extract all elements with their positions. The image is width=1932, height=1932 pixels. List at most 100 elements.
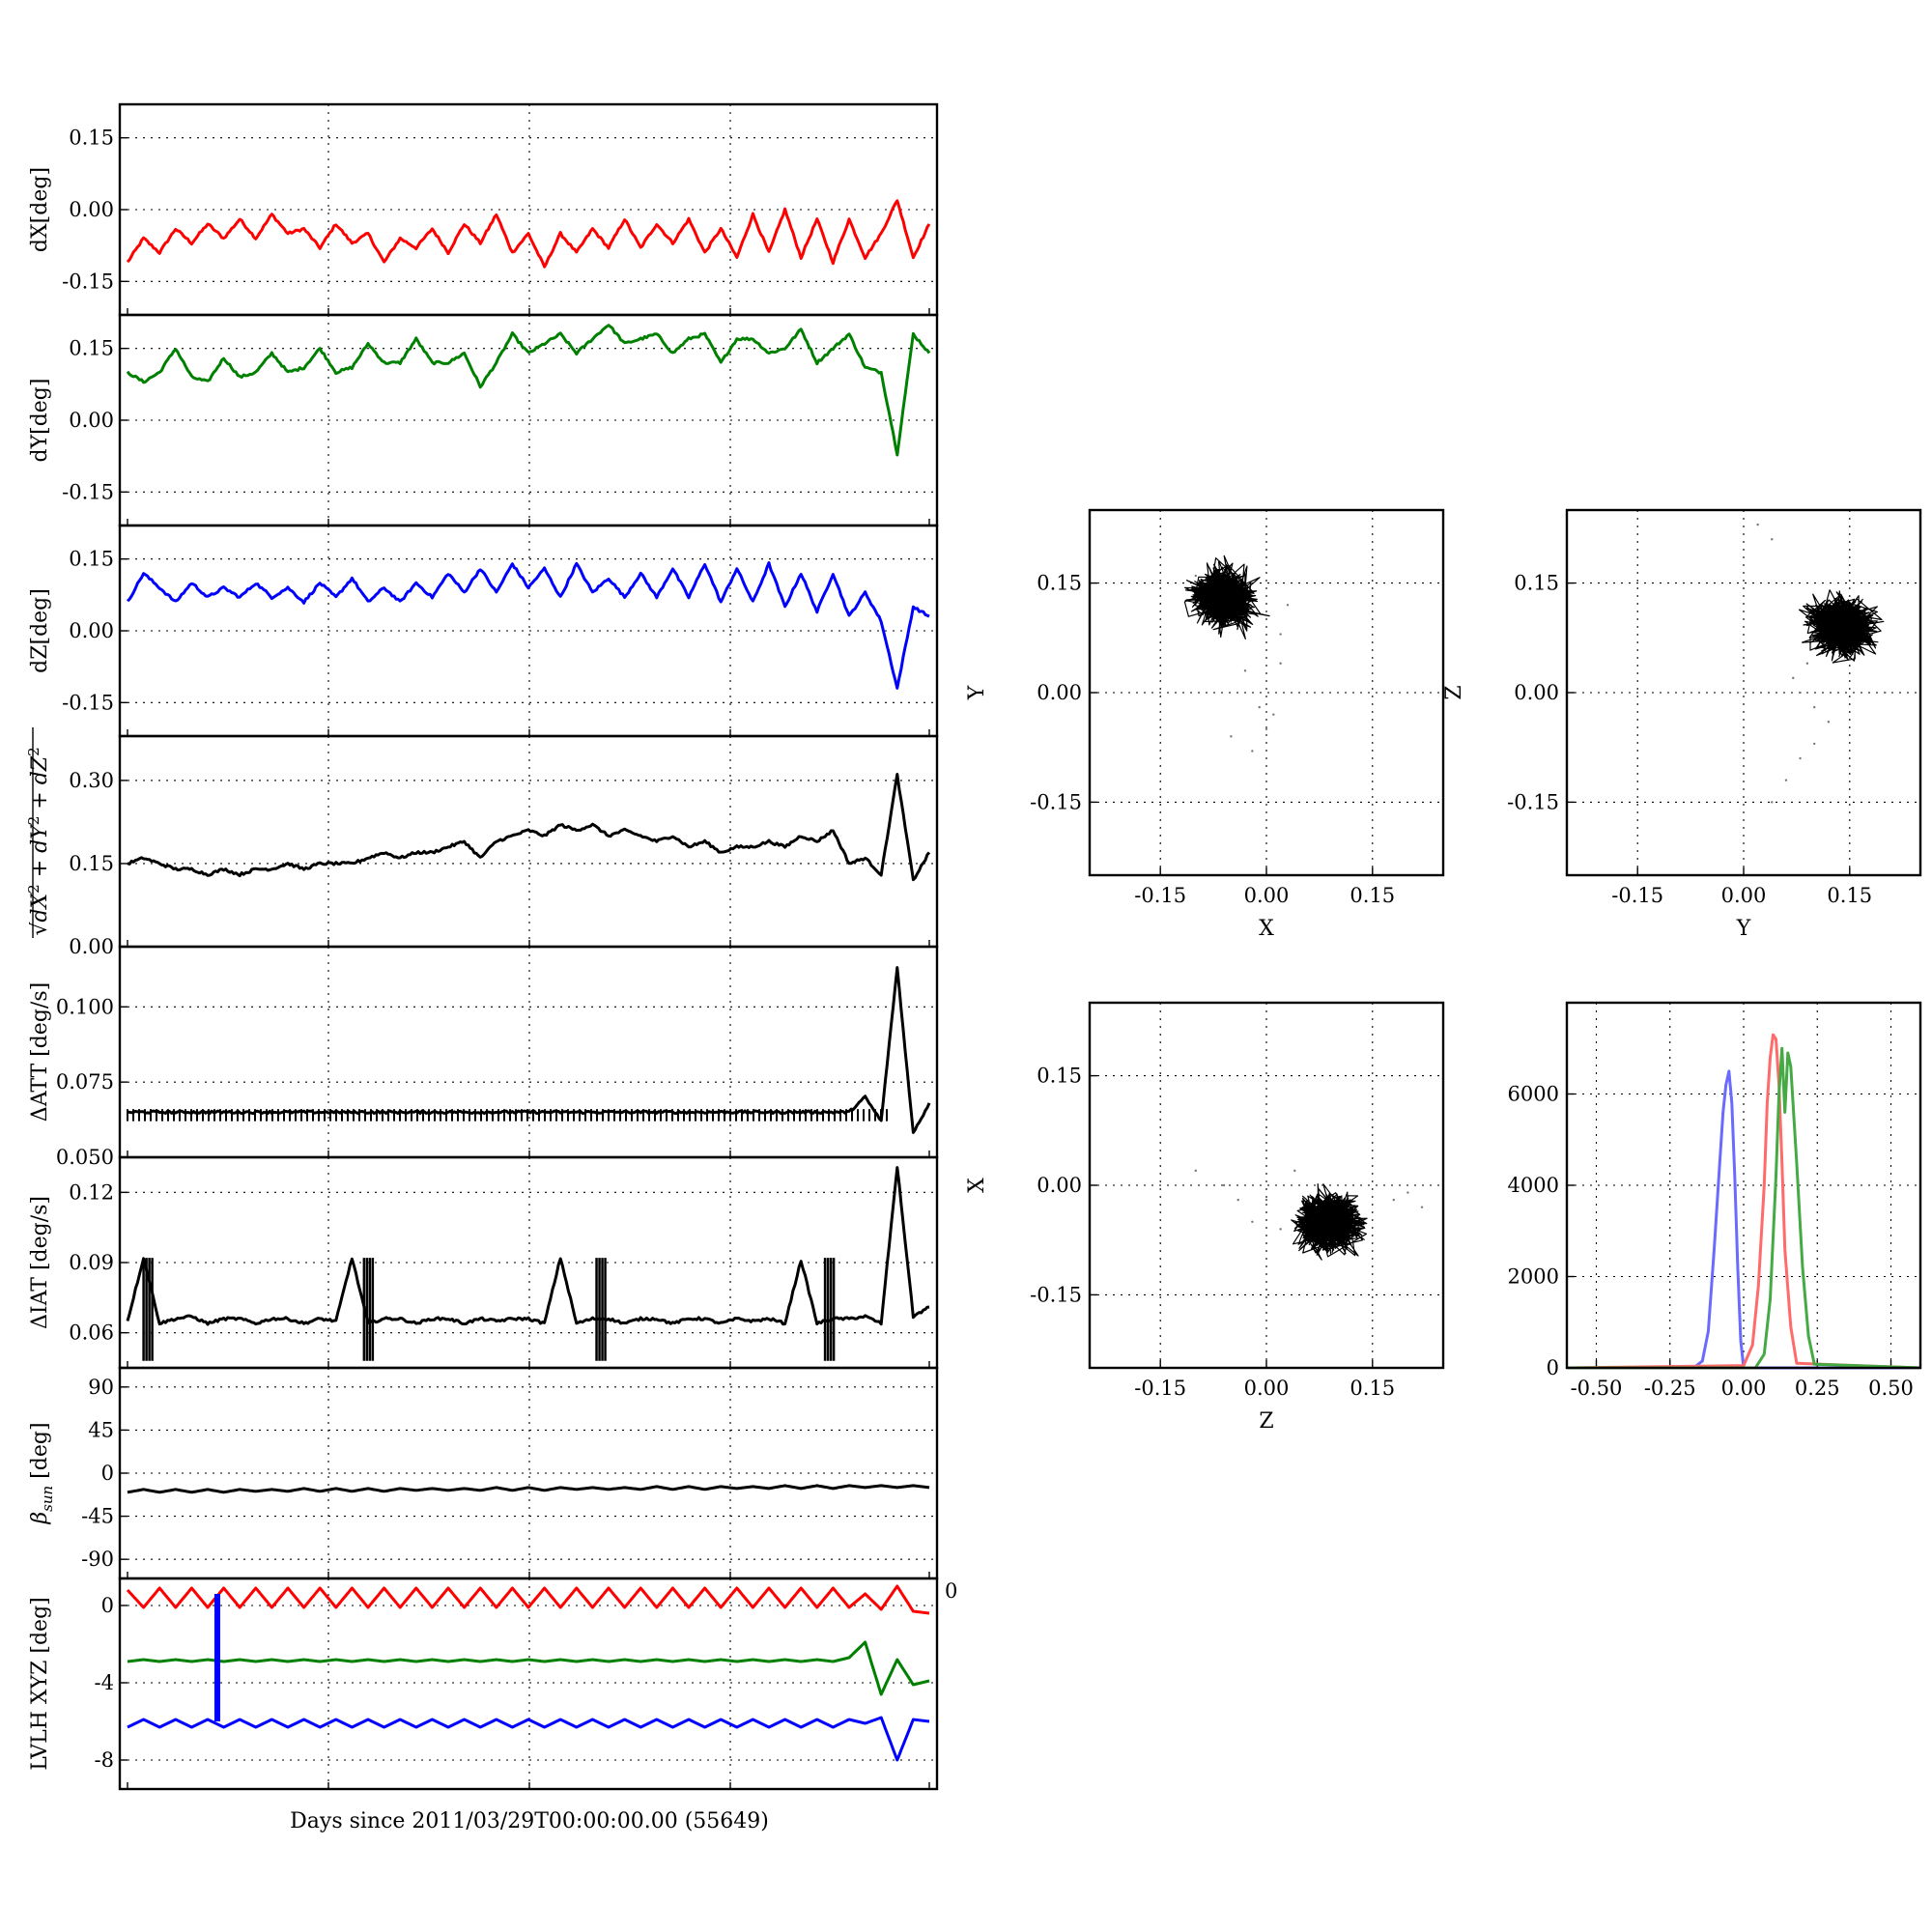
y-tick-label: 0.00 xyxy=(69,409,114,432)
panel-dATT: 0.100 0.075 0.050 ΔATT [deg/s] xyxy=(28,945,939,1169)
x-axis-label: Y xyxy=(1736,917,1751,941)
panel-histogram: -0.50 -0.25 0.00 0.25 0.50 6000 4000 2000 0 xyxy=(1508,1001,1922,1400)
y-axis-label: X xyxy=(965,1178,989,1193)
scatter-point xyxy=(1799,756,1802,760)
y-tick-label: 90 xyxy=(88,1376,114,1399)
scatter-point xyxy=(1420,1206,1424,1208)
panel-frame xyxy=(118,1577,939,1791)
scatter-point xyxy=(1279,662,1282,665)
panel-dY: 0.15 0.00 -0.15 dY[deg] xyxy=(28,313,939,527)
scatter-point xyxy=(1286,604,1290,607)
scatter-trace xyxy=(1183,554,1270,639)
scatter-point xyxy=(1272,713,1275,716)
series-line xyxy=(127,966,931,1134)
y-tick-label: 0.00 xyxy=(69,935,114,958)
panel-dZ: 0.15 0.00 -0.15 dZ[deg] xyxy=(28,524,939,738)
y-tick-label: 0.12 xyxy=(69,1180,114,1204)
x-tick-label: 0.00 xyxy=(1244,1377,1290,1400)
y-tick-label: -90 xyxy=(81,1548,114,1571)
scatter-trace xyxy=(1291,1183,1368,1261)
time-axis-label: Days since 2011/03/29T00:00:00.00 (55649… xyxy=(290,1809,769,1833)
y-tick-label: 0 xyxy=(1547,1356,1559,1379)
scatter-point xyxy=(1771,801,1774,804)
scatter-point xyxy=(1194,574,1198,578)
series-line xyxy=(126,1584,930,1615)
series-line xyxy=(127,1640,930,1696)
y-tick-label: 0.15 xyxy=(1037,572,1082,595)
y-tick-label: -4 xyxy=(95,1671,114,1694)
scatter-point xyxy=(1258,705,1261,709)
scatter-point xyxy=(1799,691,1802,695)
series-line xyxy=(126,561,930,690)
histogram-line xyxy=(1567,1069,1920,1370)
series-line xyxy=(126,1166,930,1326)
x-tick-label: -0.50 xyxy=(1571,1377,1623,1400)
histogram-line xyxy=(1566,1033,1921,1370)
scatter-panels: -0.15 0.00 0.15 0.15 0.00 -0.15 X Y -0.15 0.00 0.1… xyxy=(965,508,1922,1434)
y-tick-label: 6000 xyxy=(1508,1083,1559,1106)
scatter-point xyxy=(1264,727,1268,730)
panel-XY: -0.15 0.00 0.15 0.15 0.00 -0.15 X Y xyxy=(965,508,1445,941)
scatter-point xyxy=(1243,669,1247,672)
x-tick-label: 0.00 xyxy=(1721,884,1767,907)
panel-beta_sun: 90 45 0 -45 -90 βsun [deg] xyxy=(28,1366,939,1580)
y-tick-label: 0.00 xyxy=(69,198,114,221)
panel-frame xyxy=(118,102,939,317)
scatter-point xyxy=(1406,1191,1409,1194)
x-tick-label: 0.15 xyxy=(1827,884,1872,907)
y-tick-label: 0.15 xyxy=(1037,1065,1082,1088)
x-tick-label: -0.15 xyxy=(1611,884,1663,907)
panel-LVLH: 0 -4 -8 0 LVLH XYZ [deg] xyxy=(28,1577,957,1791)
panel-dX: 0.15 0.00 -0.15 dX[deg] xyxy=(28,102,939,317)
y-axis-label: ΔATT [deg/s] xyxy=(28,982,52,1122)
y-tick-label: 0.09 xyxy=(69,1251,114,1274)
y-axis-label: βsun [deg] xyxy=(28,1422,56,1524)
series-line xyxy=(126,324,931,457)
x-tick-label: 0.25 xyxy=(1795,1377,1840,1400)
scatter-point xyxy=(1293,1169,1296,1173)
scatter-point xyxy=(1264,1198,1268,1202)
y-tick-label: 0.050 xyxy=(56,1146,114,1169)
scatter-trace xyxy=(1798,589,1885,664)
scatter-point xyxy=(1392,1198,1395,1202)
scatter-point xyxy=(1756,523,1759,526)
panel-frame xyxy=(1088,508,1445,877)
x-tick-label: 0.15 xyxy=(1350,884,1395,907)
scatter-point xyxy=(1771,538,1774,541)
series-line xyxy=(127,1716,930,1762)
histogram-line xyxy=(1567,1046,1921,1370)
x-tick-label: -0.15 xyxy=(1134,884,1186,907)
series-line xyxy=(127,1484,930,1494)
x-tick-label: -0.25 xyxy=(1644,1377,1696,1400)
y-tick-label: 0.15 xyxy=(69,852,114,875)
panel-dR: 0.30 0.15 0.00 √dX2 + dY2 + dZ2 xyxy=(25,727,939,958)
y-tick-label: 0.15 xyxy=(69,548,114,571)
y-tick-label: -0.15 xyxy=(62,270,114,293)
y-tick-label: -0.15 xyxy=(1030,1283,1082,1306)
x-tick-label: 0.50 xyxy=(1868,1377,1914,1400)
y-axis-label: dX[deg] xyxy=(28,167,52,252)
panel-frame xyxy=(118,313,939,527)
extra-tick-label: 0 xyxy=(945,1579,957,1603)
panel-frame xyxy=(118,1366,939,1580)
y-tick-label: -8 xyxy=(95,1748,114,1772)
panel-frame xyxy=(118,945,939,1159)
y-tick-label: 0.15 xyxy=(69,127,114,150)
y-axis-label: Z xyxy=(1442,685,1466,699)
y-axis-label: √dX2 + dY2 + dZ2 xyxy=(25,747,52,935)
scatter-point xyxy=(1236,1198,1239,1202)
panel-frame xyxy=(1565,508,1922,877)
y-tick-label: 0.075 xyxy=(56,1070,114,1094)
scatter-point xyxy=(1827,721,1831,724)
panel-frame xyxy=(1088,1001,1445,1370)
y-tick-label: 0.15 xyxy=(69,337,114,360)
series-line xyxy=(126,199,931,269)
y-tick-label: 0.30 xyxy=(69,769,114,792)
x-tick-label: 0.00 xyxy=(1721,1377,1767,1400)
y-axis-label: ΔIAT [deg/s] xyxy=(28,1196,52,1329)
series-line xyxy=(127,773,931,882)
y-tick-label: -0.15 xyxy=(1030,790,1082,813)
y-tick-label: -45 xyxy=(81,1505,114,1528)
scatter-point xyxy=(1279,633,1282,636)
